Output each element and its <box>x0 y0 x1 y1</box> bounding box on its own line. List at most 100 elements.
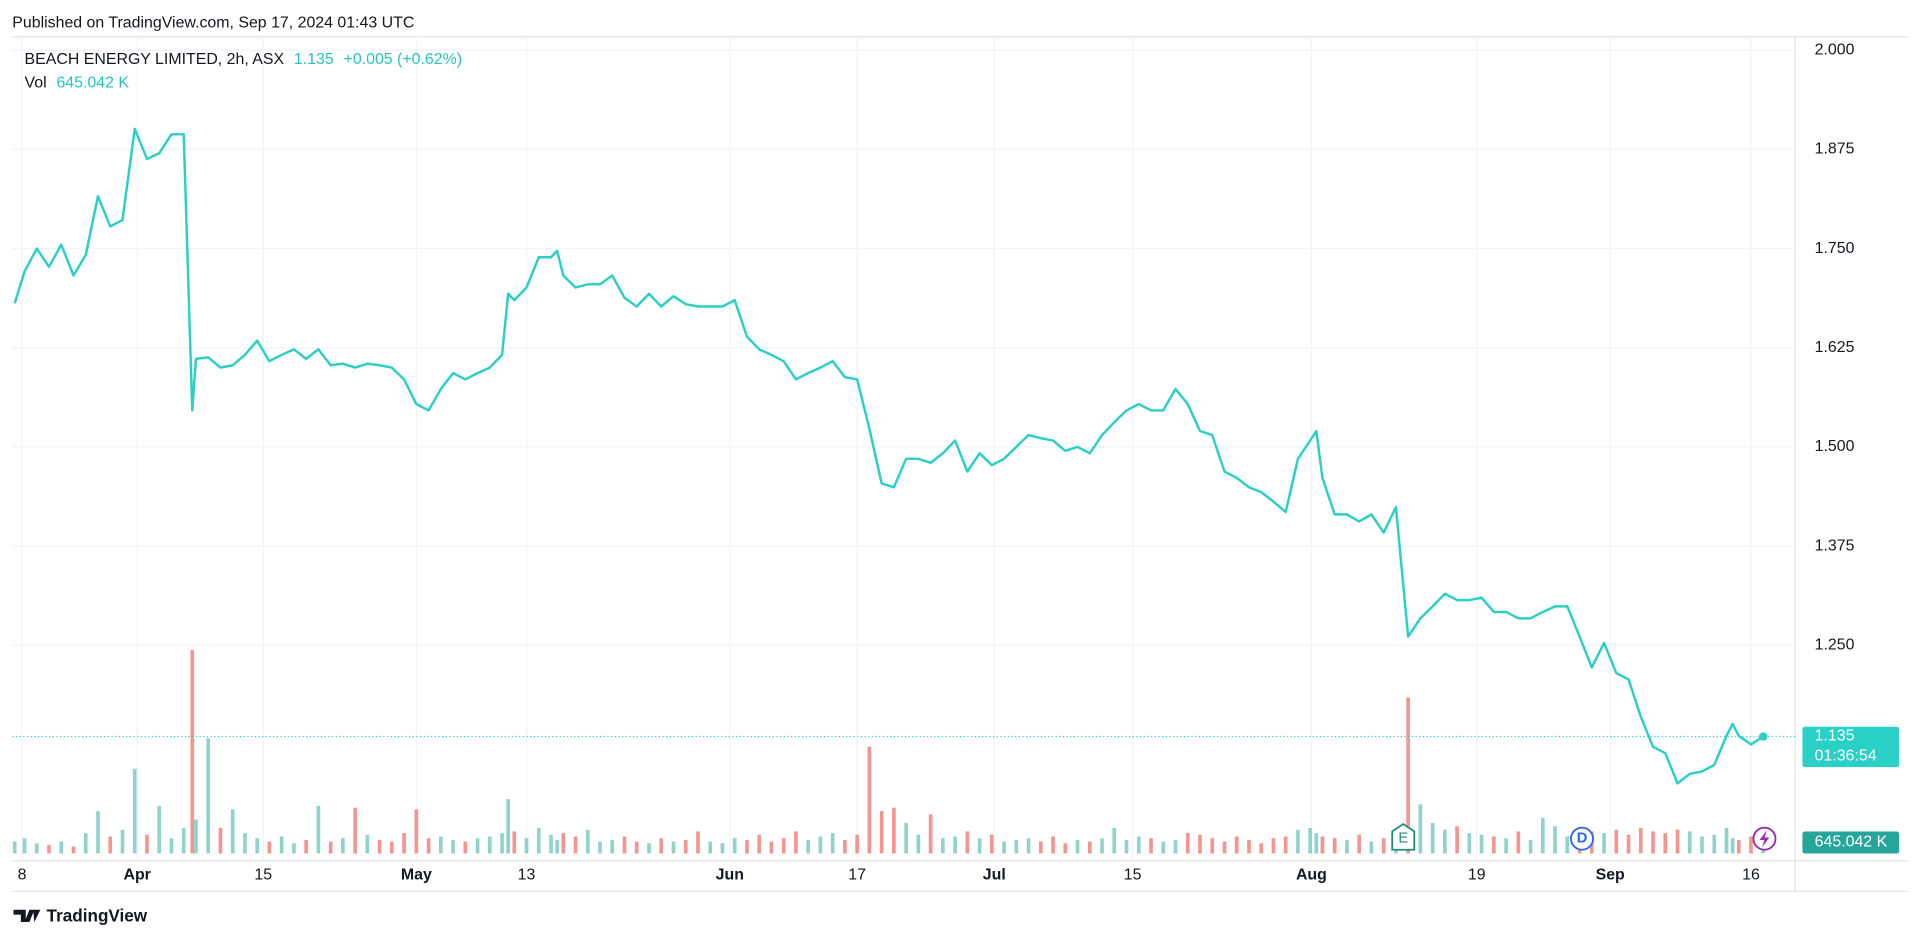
volume-bar <box>1100 838 1104 854</box>
volume-bar <box>365 834 370 854</box>
volume-bar <box>59 841 64 854</box>
y-tick-label: 1.625 <box>1815 339 1855 356</box>
volume-bar <box>439 836 443 854</box>
volume-bar <box>573 836 578 854</box>
volume-bar <box>1651 831 1655 854</box>
volume-bar <box>1516 831 1521 854</box>
volume-bar <box>806 839 811 854</box>
volume-bar <box>377 839 382 854</box>
volume-bar <box>1455 826 1459 854</box>
volume-bar <box>83 833 88 854</box>
volume-bar <box>304 839 308 854</box>
volume-bar <box>1112 828 1117 854</box>
volume-bar <box>647 843 651 854</box>
y-tick-label: 1.375 <box>1815 537 1855 554</box>
volume-bar <box>855 834 859 854</box>
volume-bar <box>671 841 676 854</box>
marker-label: E <box>1398 831 1408 847</box>
volume-bar <box>1161 841 1166 854</box>
lightning-icon <box>1759 830 1770 848</box>
volume-bar <box>1614 829 1619 854</box>
volume-pane <box>12 650 1766 854</box>
volume-bar <box>132 768 137 854</box>
volume-bar <box>941 838 945 854</box>
volume-bar <box>169 838 174 854</box>
countdown-label: 01:36:54 <box>1815 747 1877 764</box>
volume-bar <box>1210 838 1215 854</box>
volume-bar <box>1345 839 1349 854</box>
volume-bar <box>953 836 957 854</box>
volume-bar <box>1638 828 1643 854</box>
volume-bar <box>328 841 333 854</box>
volume-bar <box>316 805 321 854</box>
volume-bar <box>451 839 455 854</box>
volume-bar <box>1492 836 1496 854</box>
volume-label: 645.042 K <box>1815 834 1888 851</box>
volume-bar <box>1700 836 1704 854</box>
volume-bar <box>1259 843 1264 854</box>
volume-bar <box>794 831 798 854</box>
volume-bar <box>1687 831 1692 854</box>
volume-bar <box>892 807 896 854</box>
volume-bar <box>1724 828 1729 854</box>
volume-bar <box>475 838 480 854</box>
volume-bar <box>1418 804 1423 854</box>
x-tick-label: Jul <box>983 867 1006 884</box>
volume-bar <box>1675 829 1680 854</box>
volume-bar <box>1198 834 1202 854</box>
volume-bar <box>279 836 284 854</box>
volume-bar <box>916 834 921 854</box>
brand-name: TradingView <box>47 906 148 926</box>
volume-bar <box>500 833 504 854</box>
volume-bar <box>218 828 223 854</box>
volume-bar <box>1730 838 1735 854</box>
volume-bar <box>745 839 749 854</box>
volume-bar <box>1283 836 1288 854</box>
volume-bar <box>1296 829 1300 854</box>
volume-bar <box>1357 834 1362 854</box>
volume-bar <box>1406 697 1410 854</box>
earnings-marker[interactable]: E <box>1391 822 1416 851</box>
x-tick-label: 15 <box>254 867 272 884</box>
volume-name: Vol <box>25 74 47 91</box>
volume-bar <box>561 833 566 854</box>
volume-bar <box>1663 833 1668 854</box>
volume-bar <box>414 809 419 854</box>
volume-bar <box>622 836 627 854</box>
logo-icon <box>13 909 41 923</box>
volume-bar <box>769 841 774 854</box>
volume-bar <box>181 828 186 854</box>
dividend-marker[interactable]: D <box>1570 826 1594 851</box>
volume-legend: Vol 645.042 K <box>25 74 130 91</box>
volume-bar <box>1075 839 1080 854</box>
volume-bar <box>1602 833 1606 854</box>
volume-bar <box>1540 817 1545 854</box>
volume-bar <box>1712 834 1717 854</box>
volume-bar <box>230 809 235 854</box>
x-tick-label: 17 <box>848 867 866 884</box>
volume-last: 645.042 K <box>56 74 129 91</box>
volume-bar <box>1736 839 1741 854</box>
news-marker[interactable] <box>1752 826 1777 851</box>
volume-bar <box>1173 839 1178 854</box>
y-tick-label: 2.000 <box>1815 41 1855 58</box>
volume-bar <box>830 833 835 854</box>
volume-bar <box>267 841 272 854</box>
volume-bar <box>634 841 639 854</box>
volume-bar <box>1320 836 1325 854</box>
volume-bar <box>292 843 296 854</box>
marker-shape <box>1391 822 1416 851</box>
volume-box <box>1802 831 1900 854</box>
volume-bar <box>1467 833 1472 854</box>
legend-line: BEACH ENERGY LIMITED, 2h, ASX 1.135 +0.005… <box>25 51 463 68</box>
last-price-dot <box>1758 732 1768 741</box>
volume-bar <box>1749 836 1753 854</box>
volume-bar <box>157 805 162 854</box>
volume-bar <box>977 838 982 854</box>
x-tick-label: 8 <box>18 867 27 884</box>
x-tick-label: 16 <box>1742 867 1760 884</box>
volume-bar <box>610 839 615 854</box>
y-tick-label: 1.875 <box>1815 141 1855 158</box>
volume-bar <box>1430 822 1435 854</box>
